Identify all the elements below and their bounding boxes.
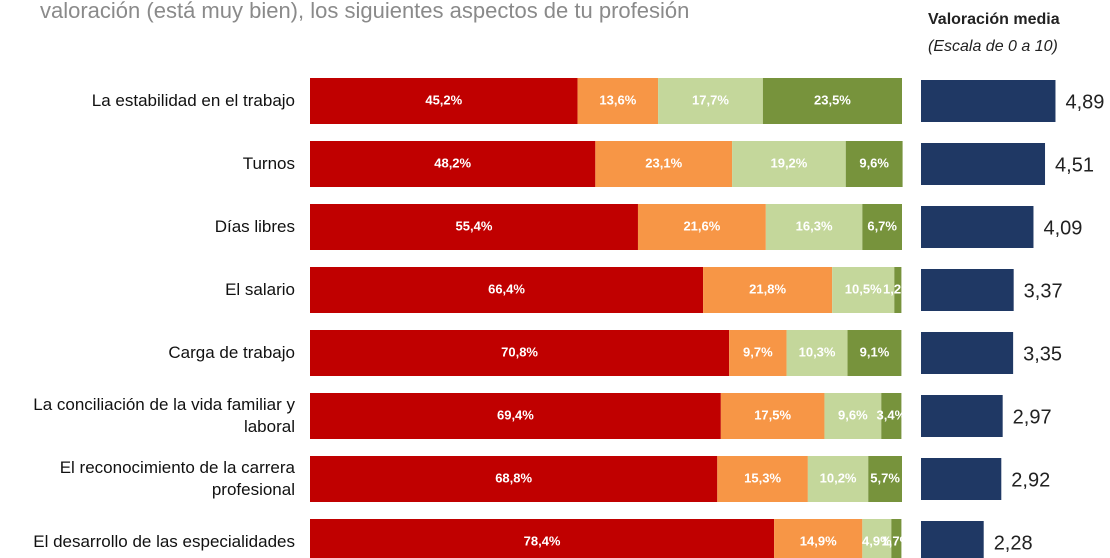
segment-label: 9,6%: [859, 155, 889, 170]
bar-segment: [729, 330, 787, 376]
bar-segment: [310, 78, 578, 124]
category-label: Turnos: [242, 154, 295, 173]
segment-label: 45,2%: [425, 92, 462, 107]
segment-label: 48,2%: [434, 155, 471, 170]
bar: [921, 80, 1056, 122]
segment-label: 9,7%: [743, 344, 773, 359]
bar: [921, 143, 1046, 185]
bar-segment: [310, 519, 775, 558]
bar: [921, 269, 1014, 311]
bar: [921, 521, 984, 558]
side-subtitle: (Escala de 0 a 10): [928, 38, 1058, 55]
segment-label: 10,5%: [845, 281, 882, 296]
bar-segment: [894, 267, 902, 313]
bar-segment: [577, 78, 659, 124]
bar-segment: [658, 78, 763, 124]
bar-segment: [637, 204, 766, 250]
bar-segment: [762, 78, 902, 124]
bar-segment: [310, 393, 721, 439]
category-label: El desarrollo de las especialidades: [33, 532, 295, 551]
bar-segment: [891, 519, 902, 558]
bar-segment: [862, 204, 902, 250]
bar-segment: [720, 393, 825, 439]
segment-label: 13,6%: [599, 92, 636, 107]
segment-label: 6,7%: [867, 218, 897, 233]
value-label: 4,89: [1065, 91, 1104, 113]
side-title: Valoración media: [928, 11, 1060, 28]
bar: [921, 395, 1003, 437]
category-label: Días libres: [214, 217, 295, 236]
segment-label: 10,3%: [799, 344, 836, 359]
bar-segment: [881, 393, 902, 439]
bar-segment: [824, 393, 882, 439]
bar-segment: [868, 456, 902, 502]
segment-label: 17,7%: [692, 92, 729, 107]
bar-segment: [310, 456, 718, 502]
segment-label: 66,4%: [488, 281, 525, 296]
segment-label: 17,5%: [754, 407, 791, 422]
segment-label: 69,4%: [497, 407, 534, 422]
segment-label: 9,1%: [860, 344, 890, 359]
value-label: 3,37: [1024, 280, 1063, 302]
bar-segment: [807, 456, 869, 502]
bar-segment: [765, 204, 863, 250]
segment-label: 1,2%: [883, 281, 913, 296]
bar-segment: [310, 141, 596, 187]
segment-label: 1,7%: [882, 533, 912, 548]
chart-title: valoración (está muy bien), los siguient…: [40, 0, 689, 23]
bar-segment: [717, 456, 808, 502]
category-label: El reconocimiento de la carrera profesio…: [59, 458, 295, 499]
bar-segment: [847, 330, 902, 376]
value-label: 4,51: [1055, 154, 1094, 176]
value-label: 4,09: [1043, 217, 1082, 239]
bar-segment: [845, 141, 903, 187]
segment-label: 21,6%: [683, 218, 720, 233]
segment-label: 9,6%: [838, 407, 868, 422]
bar: [921, 332, 1014, 374]
segment-label: 5,7%: [870, 470, 900, 485]
segment-label: 23,5%: [814, 92, 851, 107]
segment-label: 68,8%: [495, 470, 532, 485]
bar: [921, 206, 1034, 248]
value-label: 2,28: [994, 532, 1033, 554]
bar-segment: [832, 267, 895, 313]
bar-segment: [595, 141, 733, 187]
value-label: 2,97: [1013, 406, 1052, 428]
bar-segment: [310, 330, 730, 376]
segment-label: 23,1%: [645, 155, 682, 170]
category-label: La conciliación de la vida familiar y la…: [33, 395, 295, 436]
bar-segment: [703, 267, 833, 313]
bar-segment: [732, 141, 846, 187]
segment-label: 70,8%: [501, 344, 538, 359]
bar-segment: [786, 330, 848, 376]
segment-label: 78,4%: [524, 533, 561, 548]
segment-label: 19,2%: [770, 155, 807, 170]
bar-segment: [310, 204, 638, 250]
category-label: Carga de trabajo: [168, 343, 295, 362]
value-label: 2,92: [1011, 469, 1050, 491]
segment-label: 21,8%: [749, 281, 786, 296]
segment-label: 15,3%: [744, 470, 781, 485]
segment-label: 10,2%: [820, 470, 857, 485]
segment-label: 55,4%: [456, 218, 493, 233]
segment-label: 3,4%: [877, 407, 907, 422]
category-label: La estabilidad en el trabajo: [91, 91, 295, 110]
value-label: 3,35: [1023, 343, 1062, 365]
segment-label: 4,9%: [862, 533, 892, 548]
category-label: El salario: [225, 280, 295, 299]
bar-segment: [862, 519, 892, 558]
segment-label: 16,3%: [796, 218, 833, 233]
bar: [921, 458, 1002, 500]
segment-label: 14,9%: [800, 533, 837, 548]
bar-segment: [310, 267, 704, 313]
bar-segment: [774, 519, 863, 558]
